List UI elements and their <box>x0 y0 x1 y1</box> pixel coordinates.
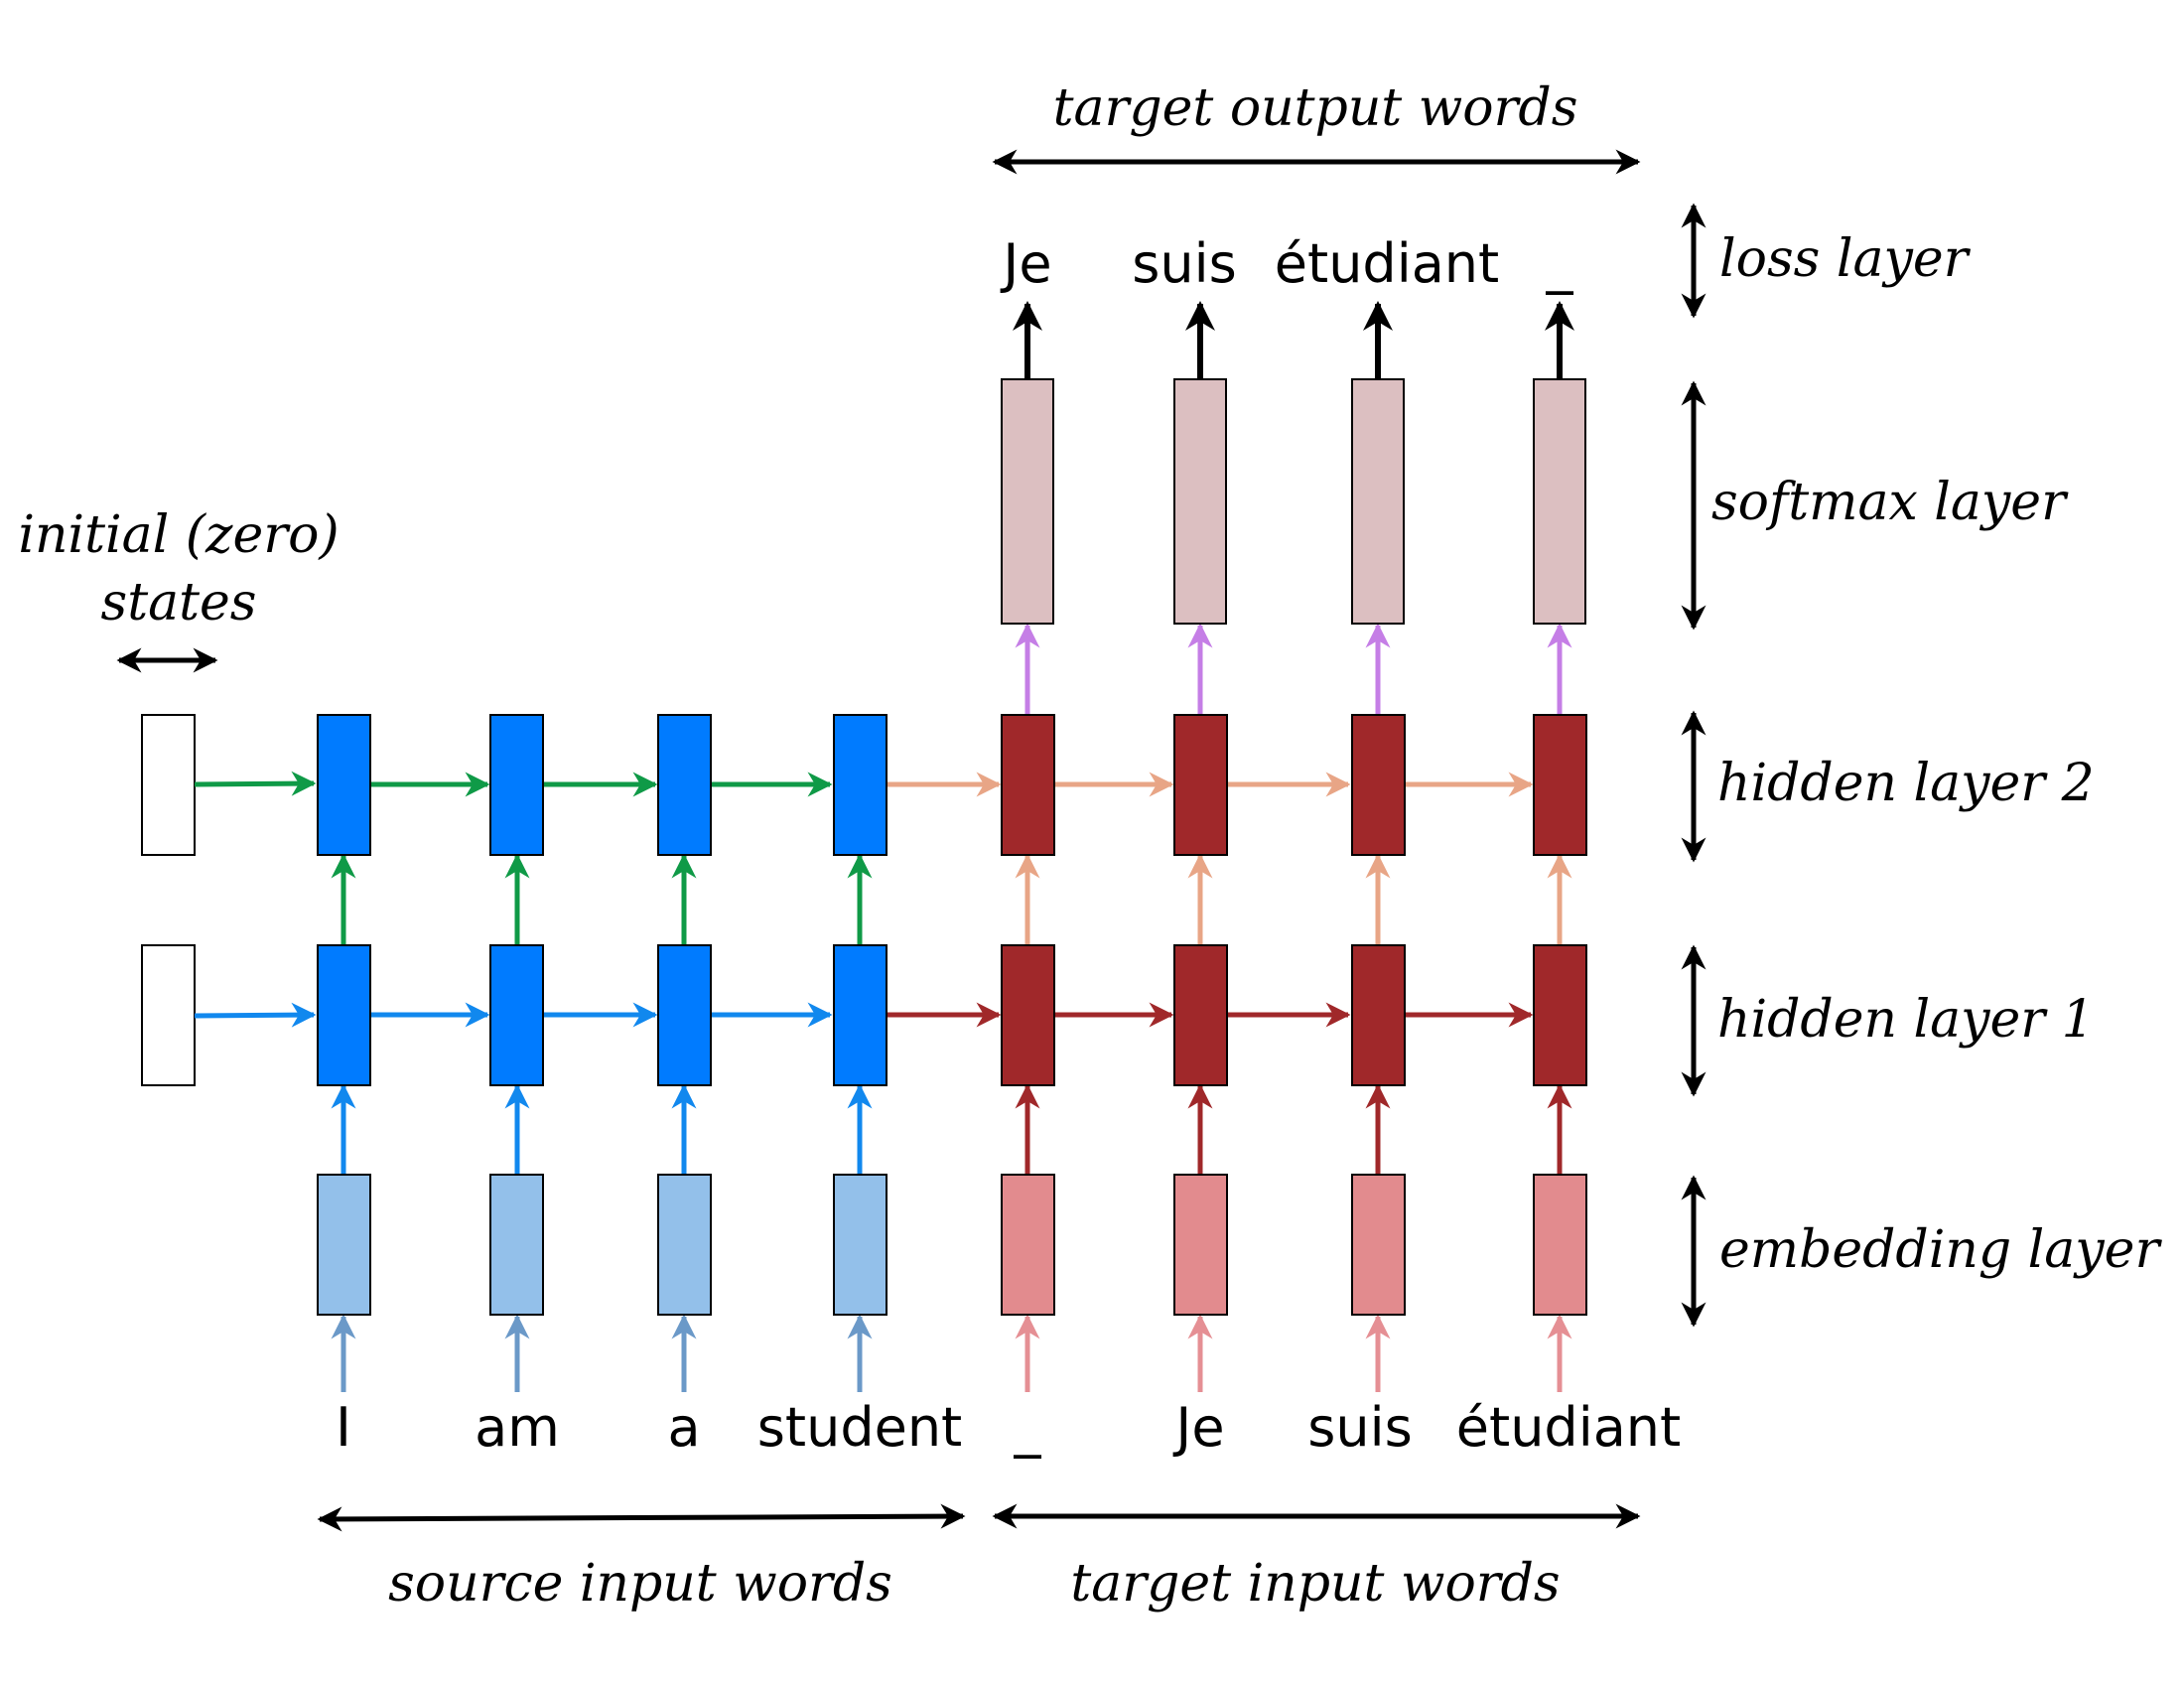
encoder-hidden1-boxes <box>317 944 887 1086</box>
decoder-h2-cell <box>1001 714 1055 856</box>
source-input-span-arrow <box>317 1503 966 1532</box>
encoder-h2-cell <box>657 714 712 856</box>
source-input-word: student <box>757 1396 962 1459</box>
initial-states-label-line2: states <box>101 573 257 633</box>
target-input-word: suis <box>1307 1396 1413 1459</box>
target-output-word: suis <box>1132 232 1237 295</box>
encoder-h2-cell <box>317 714 371 856</box>
encoder-embedding-boxes <box>317 1174 887 1316</box>
softmax-cell <box>1533 378 1586 625</box>
decoder-embedding-boxes <box>1001 1174 1587 1316</box>
encoder-embedding-cell <box>489 1174 544 1316</box>
encoder-h1-to-h2-arrows <box>331 853 873 945</box>
encoder-embedding-cell <box>833 1174 887 1316</box>
source-input-word: a <box>667 1396 700 1459</box>
source-input-arrows <box>331 1314 873 1392</box>
decoder-h2-cell <box>1533 714 1587 856</box>
encoder-embedding-cell <box>317 1174 371 1316</box>
target-output-word: étudiant <box>1275 232 1499 295</box>
zero-state-box-h2 <box>141 714 196 856</box>
decoder-h1-cell <box>1173 944 1228 1086</box>
decoder-h1-cell <box>1351 944 1406 1086</box>
encoder-embedding-cell <box>657 1174 712 1316</box>
encoder-h1-cell <box>833 944 887 1086</box>
encoder-hidden2-boxes <box>317 714 887 856</box>
encoder-h2-cell <box>833 714 887 856</box>
target-input-words-label: target input words <box>1070 1554 1560 1614</box>
encoder-h1-recurrent-arrows <box>194 1002 833 1028</box>
source-input-words-label: source input words <box>388 1554 892 1614</box>
decoder-h1-cell <box>1533 944 1587 1086</box>
encoder-emb-to-h1-arrows <box>331 1083 873 1175</box>
encoder-h2-cell <box>489 714 544 856</box>
encoder-h1-cell <box>657 944 712 1086</box>
decoder-embedding-cell <box>1173 1174 1228 1316</box>
target-output-words-label: target output words <box>1053 78 1578 138</box>
softmax-cell <box>1173 378 1227 625</box>
softmax-to-output-arrows <box>1013 301 1574 379</box>
h2-to-softmax-arrows <box>1015 623 1572 715</box>
decoder-h1-to-h2-arrows <box>1015 853 1572 945</box>
target-input-word: _ <box>1014 1396 1042 1459</box>
decoder-h2-cell <box>1351 714 1406 856</box>
embedding-layer-label: embedding layer <box>1719 1220 2162 1280</box>
decoder-hidden2-boxes <box>1001 714 1587 856</box>
loss-layer-label: loss layer <box>1719 229 1972 289</box>
decoder-embedding-cell <box>1351 1174 1406 1316</box>
target-input-arrows <box>1015 1314 1572 1392</box>
hidden-layer-1-label: hidden layer 1 <box>1717 990 2095 1050</box>
decoder-h1-cell <box>1001 944 1055 1086</box>
zero-state-box-h1 <box>141 944 196 1086</box>
decoder-embedding-cell <box>1533 1174 1587 1316</box>
decoder-hidden1-boxes <box>1001 944 1587 1086</box>
decoder-emb-to-h1-arrows <box>1015 1083 1572 1175</box>
source-input-word: am <box>475 1396 560 1459</box>
target-input-word: Je <box>1172 1396 1224 1459</box>
source-input-word: I <box>336 1396 351 1459</box>
encoder-h1-cell <box>317 944 371 1086</box>
softmax-layer-label: softmax layer <box>1711 473 2069 532</box>
encoder-h1-cell <box>489 944 544 1086</box>
hidden-layer-2-label: hidden layer 2 <box>1717 754 2095 813</box>
softmax-cell <box>1001 378 1054 625</box>
decoder-h2-cell <box>1173 714 1228 856</box>
initial-states-label-line1: initial (zero) <box>18 505 339 565</box>
decoder-embedding-cell <box>1001 1174 1055 1316</box>
softmax-cell <box>1351 378 1405 625</box>
target-input-word: étudiant <box>1456 1396 1681 1459</box>
encoder-h2-recurrent-arrows <box>194 771 833 797</box>
softmax-boxes <box>1001 378 1586 625</box>
target-output-word: _ <box>1546 232 1574 295</box>
target-output-word: Je <box>1000 232 1051 295</box>
